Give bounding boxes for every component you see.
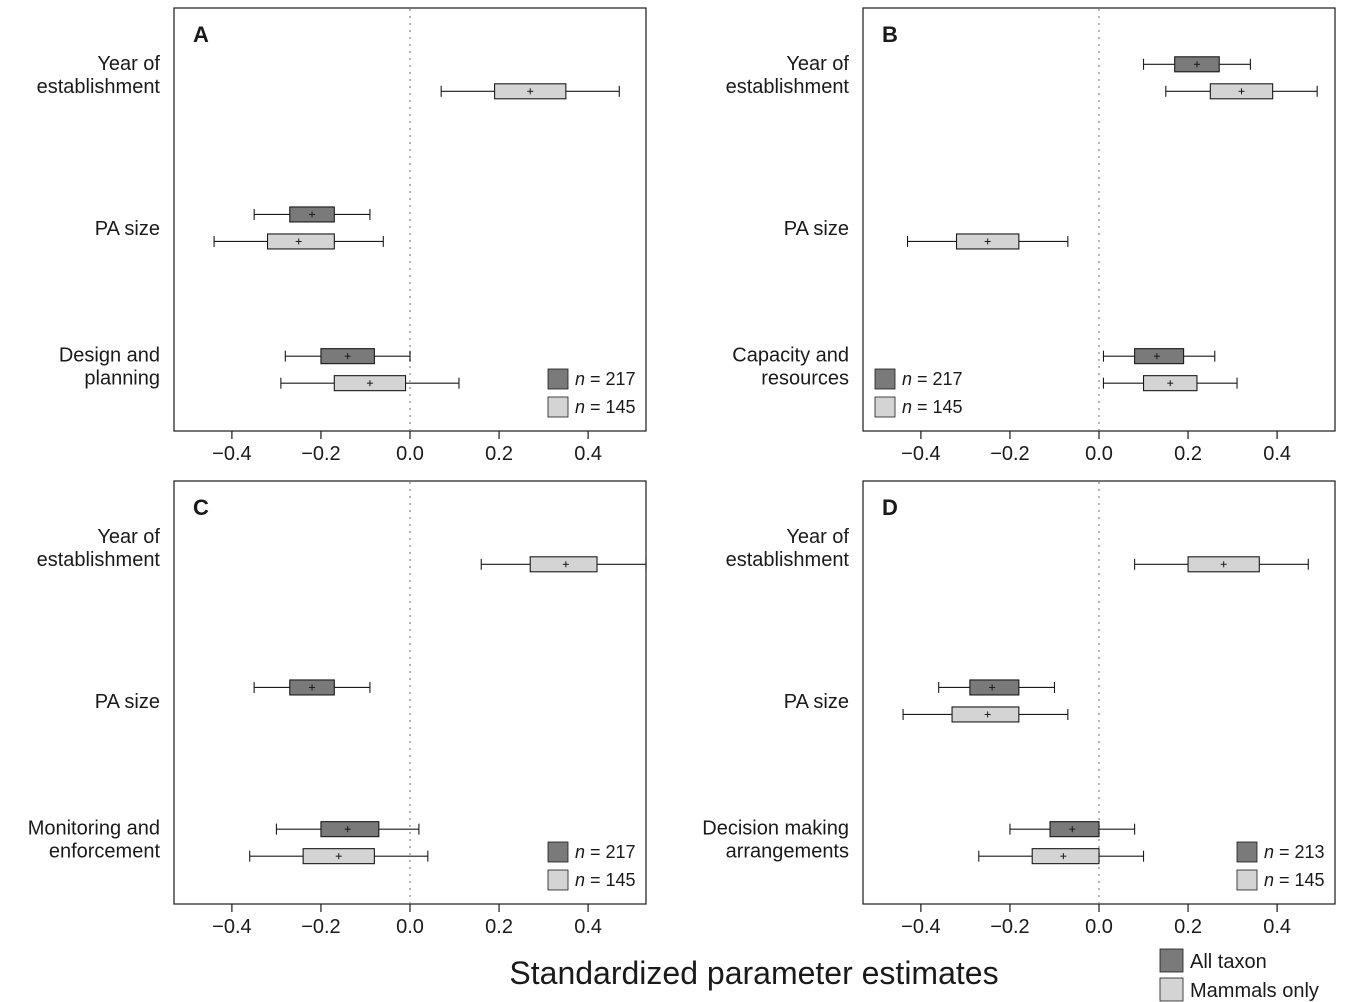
x-tick-label: 0.4 <box>574 443 602 465</box>
key-label: All taxon <box>1190 951 1267 973</box>
category-label: Year of establishment <box>726 53 850 98</box>
legend-swatch <box>547 869 569 891</box>
box-all-taxon <box>284 348 411 365</box>
legend-label: n = 145 <box>1264 870 1325 890</box>
panel-letter: D <box>882 495 898 520</box>
category-label: Monitoring and enforcement <box>28 818 161 863</box>
x-tick-label: 0.4 <box>1263 916 1291 938</box>
box-mammals-only <box>1134 556 1309 573</box>
x-tick-label: −0.2 <box>990 916 1029 938</box>
legend-swatch <box>874 396 896 418</box>
x-tick-label: 0.0 <box>1085 443 1113 465</box>
category-label: PA size <box>95 691 160 713</box>
legend-label: n = 217 <box>902 369 963 389</box>
panel-letter: C <box>193 495 209 520</box>
category-label: Year of establishment <box>726 526 850 571</box>
legend-swatch <box>547 841 569 863</box>
panel-letter: A <box>193 22 209 47</box>
box-all-taxon <box>253 679 371 696</box>
x-tick-label: 0.2 <box>1174 443 1202 465</box>
category-label: PA size <box>784 691 849 713</box>
x-tick-label: −0.4 <box>212 916 251 938</box>
x-tick-label: 0.0 <box>396 916 424 938</box>
legend-label: n = 213 <box>1264 842 1325 862</box>
key-label: Mammals only <box>1190 980 1319 1002</box>
legend-label: n = 145 <box>575 397 636 417</box>
legend-label: n = 145 <box>575 870 636 890</box>
panel-c: C −0.4 −0.2 0.0 0.2 0.4 Year of establishment PA… <box>28 480 647 938</box>
x-tick-label: −0.4 <box>901 916 940 938</box>
x-tick-label: 0.2 <box>485 443 513 465</box>
box-mammals-only <box>213 233 384 250</box>
category-label: PA size <box>95 218 160 240</box>
box-mammals-only <box>280 375 460 392</box>
panel-b: B −0.4 −0.2 0.0 0.2 0.4 Year of establishment PA… <box>726 7 1336 465</box>
box-all-taxon <box>1102 348 1216 365</box>
x-tick-label: 0.0 <box>1085 916 1113 938</box>
box-all-taxon <box>1142 56 1251 73</box>
x-tick-label: 0.0 <box>396 443 424 465</box>
x-tick-label: 0.4 <box>574 916 602 938</box>
box-mammals-only <box>440 83 620 100</box>
category-label: Year of establishment <box>37 53 161 98</box>
legend-swatch <box>1236 869 1258 891</box>
box-mammals-only <box>902 706 1069 723</box>
legend-swatch <box>547 396 569 418</box>
x-tick-label: 0.4 <box>1263 443 1291 465</box>
box-mammals-only <box>906 233 1069 250</box>
box-mammals-only <box>480 556 647 573</box>
box-all-taxon <box>275 821 420 838</box>
x-axis-label: Standardized parameter estimates <box>509 955 998 991</box>
legend-label: n = 145 <box>902 397 963 417</box>
panel-a: A −0.4 −0.2 0.0 0.2 0.4 Year of establishment PA… <box>37 7 647 465</box>
x-tick-label: 0.2 <box>485 916 513 938</box>
box-all-taxon <box>253 206 371 223</box>
x-tick-label: −0.2 <box>301 916 340 938</box>
category-label: PA size <box>784 218 849 240</box>
x-tick-label: −0.2 <box>990 443 1029 465</box>
legend-label: n = 217 <box>575 369 636 389</box>
x-tick-label: −0.4 <box>212 443 251 465</box>
category-label: Capacity and resources <box>732 345 849 390</box>
box-all-taxon <box>1009 821 1136 838</box>
category-label: Decision making arrangements <box>702 818 849 863</box>
category-label: Year of establishment <box>37 526 161 571</box>
panel-letter: B <box>882 22 898 47</box>
legend-swatch <box>874 368 896 390</box>
box-mammals-only <box>1165 83 1318 100</box>
panel-d: D −0.4 −0.2 0.0 0.2 0.4 Year of establishment PA… <box>702 480 1336 938</box>
box-mammals-only <box>1102 375 1238 392</box>
legend-label: n = 217 <box>575 842 636 862</box>
legend-swatch <box>547 368 569 390</box>
box-mammals-only <box>978 848 1145 865</box>
category-label: Design and planning <box>59 345 160 390</box>
key-swatch-all-taxon <box>1159 948 1184 973</box>
x-tick-label: 0.2 <box>1174 916 1202 938</box>
x-tick-label: −0.2 <box>301 443 340 465</box>
legend-swatch <box>1236 841 1258 863</box>
key-swatch-mammals-only <box>1159 977 1184 1002</box>
box-all-taxon <box>938 679 1056 696</box>
x-tick-label: −0.4 <box>901 443 940 465</box>
box-mammals-only <box>249 848 429 865</box>
